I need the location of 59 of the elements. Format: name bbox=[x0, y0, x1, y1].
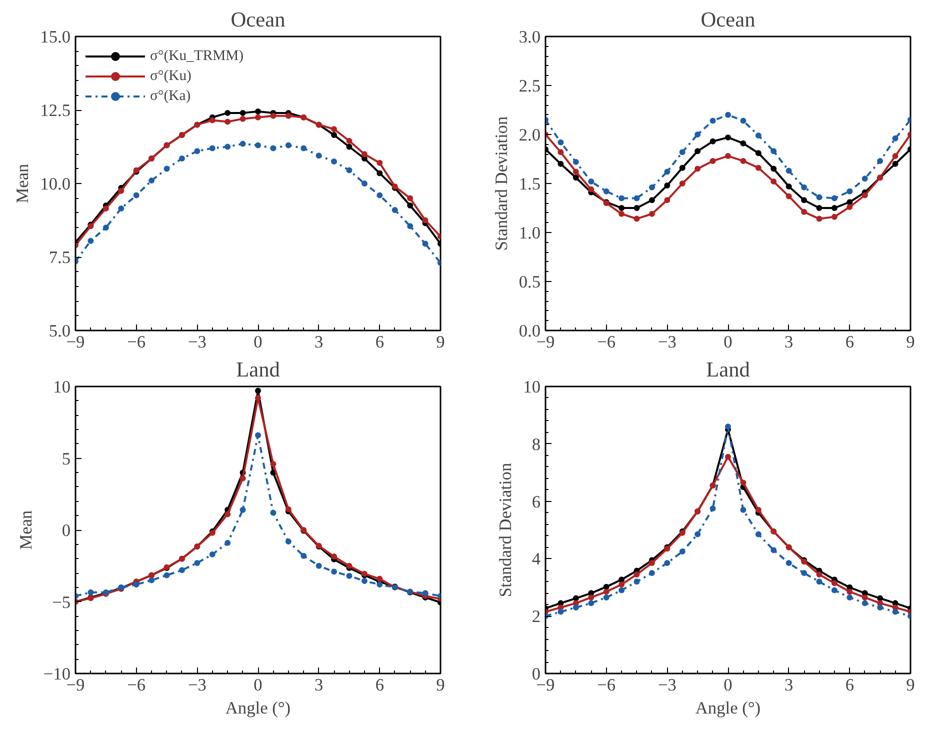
x-tick-label: 0 bbox=[724, 332, 732, 352]
y-tick-label: 7.5 bbox=[48, 248, 71, 267]
y-axis-title: Standard Deviation bbox=[496, 462, 516, 598]
x-tick-label: −6 bbox=[597, 676, 616, 694]
x-tick-label: 6 bbox=[375, 332, 384, 352]
x-tick-label: −6 bbox=[127, 676, 146, 694]
y-axis-title: Standard Deviation bbox=[492, 116, 511, 251]
x-axis-title: Angle (°) bbox=[695, 698, 761, 718]
y-tick-label: 6 bbox=[532, 492, 541, 512]
x-tick-label: 9 bbox=[436, 332, 445, 352]
x-tick-label: 0 bbox=[254, 676, 262, 694]
y-axis-title: Mean bbox=[16, 510, 36, 550]
y-tick-label: 0 bbox=[62, 521, 71, 540]
x-tick-label: 3 bbox=[784, 676, 794, 694]
x-tick-label: −3 bbox=[658, 332, 676, 352]
chart-title: Land bbox=[706, 358, 750, 382]
y-tick-label: 2.0 bbox=[518, 126, 541, 144]
legend-label: σ°(Ku_TRMM) bbox=[150, 48, 244, 64]
x-tick-label: 3 bbox=[314, 332, 324, 352]
x-tick-label: −3 bbox=[188, 676, 206, 694]
x-tick-label: 6 bbox=[375, 676, 384, 694]
legend-label: σ°(Ku) bbox=[150, 68, 192, 84]
y-axis-title: Mean bbox=[13, 163, 32, 204]
y-tick-label: 5 bbox=[62, 449, 71, 468]
x-tick-label: −6 bbox=[127, 332, 146, 352]
chart-title: Ocean bbox=[700, 8, 756, 32]
y-tick-label: 15.0 bbox=[40, 28, 71, 46]
x-tick-label: 9 bbox=[906, 332, 915, 352]
y-tick-label: −10 bbox=[43, 664, 71, 684]
y-tick-label: 10 bbox=[523, 378, 540, 396]
x-tick-label: −3 bbox=[658, 676, 676, 694]
x-tick-label: 6 bbox=[845, 332, 854, 352]
x-tick-label: 3 bbox=[784, 332, 794, 352]
x-axis-title: Angle (°) bbox=[225, 698, 291, 718]
y-tick-label: 0.5 bbox=[518, 272, 541, 292]
chart-title: Land bbox=[236, 358, 280, 382]
chart-title: Ocean bbox=[230, 8, 286, 32]
y-tick-label: 4 bbox=[532, 550, 541, 569]
legend-label: σ°(Ka) bbox=[150, 88, 191, 104]
y-tick-label: 10.0 bbox=[40, 174, 71, 194]
y-tick-label: 1.0 bbox=[518, 224, 541, 242]
y-tick-label: 2.5 bbox=[518, 76, 541, 96]
y-tick-label: 5.0 bbox=[48, 322, 71, 340]
y-tick-label: −5 bbox=[52, 592, 70, 612]
x-tick-label: 0 bbox=[254, 332, 262, 352]
y-tick-label: 2 bbox=[532, 607, 541, 626]
y-tick-label: 8 bbox=[532, 434, 541, 454]
x-tick-label: −3 bbox=[188, 332, 206, 352]
x-tick-label: 9 bbox=[906, 676, 915, 694]
y-tick-label: 12.5 bbox=[40, 101, 71, 120]
x-tick-label: 9 bbox=[436, 676, 445, 694]
x-tick-label: 6 bbox=[845, 676, 854, 694]
y-tick-label: 0.0 bbox=[518, 322, 541, 340]
x-tick-label: 3 bbox=[314, 676, 324, 694]
y-tick-label: 3.0 bbox=[518, 28, 541, 46]
x-tick-label: −6 bbox=[597, 332, 616, 352]
y-tick-label: 10 bbox=[53, 378, 70, 396]
y-tick-label: 1.5 bbox=[518, 174, 541, 194]
x-tick-label: 0 bbox=[724, 676, 732, 694]
